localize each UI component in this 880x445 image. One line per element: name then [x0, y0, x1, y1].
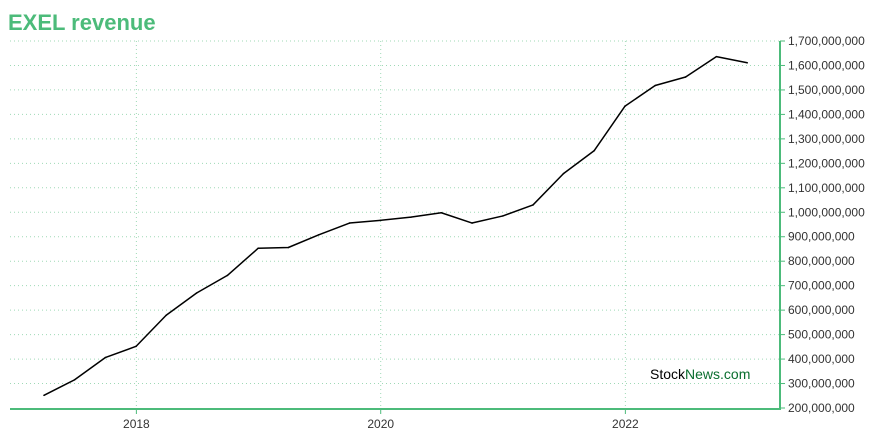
data-point: [317, 233, 320, 236]
data-point: [593, 149, 596, 152]
y-tick-label: 1,400,000,000: [788, 107, 865, 121]
data-point: [502, 215, 504, 217]
data-point: [532, 204, 534, 206]
watermark-stock: Stock: [650, 366, 686, 382]
data-point: [135, 345, 137, 348]
y-tick-label: 600,000,000: [788, 303, 855, 317]
data-point: [562, 172, 565, 175]
x-tick-label: 2020: [367, 417, 394, 431]
chart-title: EXEL revenue: [8, 10, 156, 35]
x-tick-label: 2022: [612, 417, 639, 431]
y-tick-label: 1,500,000,000: [788, 83, 865, 97]
data-point: [287, 246, 290, 249]
tick-labels: 1,700,000,000 1,600,000,000 1,500,000,000 1…: [123, 34, 865, 431]
data-point: [73, 379, 76, 381]
y-tick-label: 900,000,000: [788, 230, 855, 244]
y-tick-label: 1,100,000,000: [788, 181, 865, 195]
watermark-news: News: [685, 366, 720, 382]
grid-layer: [10, 40, 780, 408]
y-tick-label: 400,000,000: [788, 352, 855, 366]
y-tick-label: 1,000,000,000: [788, 205, 865, 219]
y-tick-label: 500,000,000: [788, 328, 855, 342]
data-point: [440, 211, 443, 214]
y-tick-label: 700,000,000: [788, 279, 855, 293]
watermark: StockNews.com: [650, 366, 750, 382]
data-point: [104, 356, 107, 359]
data-point: [624, 105, 626, 107]
data-point: [410, 216, 412, 218]
data-point: [379, 219, 382, 222]
x-tick-label: 2018: [123, 417, 150, 431]
data-point: [654, 84, 656, 87]
y-tick-label: 200,000,000: [788, 401, 855, 415]
data-point: [348, 222, 351, 224]
watermark-com: .com: [720, 366, 750, 382]
data-point: [471, 222, 473, 224]
y-tick-label: 1,300,000,000: [788, 132, 865, 146]
data-point: [226, 274, 229, 277]
y-tick-label: 1,700,000,000: [788, 34, 865, 48]
data-point: [257, 247, 260, 250]
data-point: [746, 61, 749, 64]
y-tick-label: 1,600,000,000: [788, 58, 865, 72]
y-tick-label: 800,000,000: [788, 254, 855, 268]
data-point: [715, 55, 718, 58]
axes-layer: [10, 40, 785, 414]
data-point: [43, 394, 45, 397]
series-layer: [43, 55, 749, 397]
data-point: [195, 292, 198, 294]
data-point: [165, 314, 167, 317]
data-point: [684, 76, 687, 78]
series-line: [43, 55, 748, 396]
y-tick-label: 1,200,000,000: [788, 156, 865, 170]
y-tick-label: 300,000,000: [788, 377, 855, 391]
